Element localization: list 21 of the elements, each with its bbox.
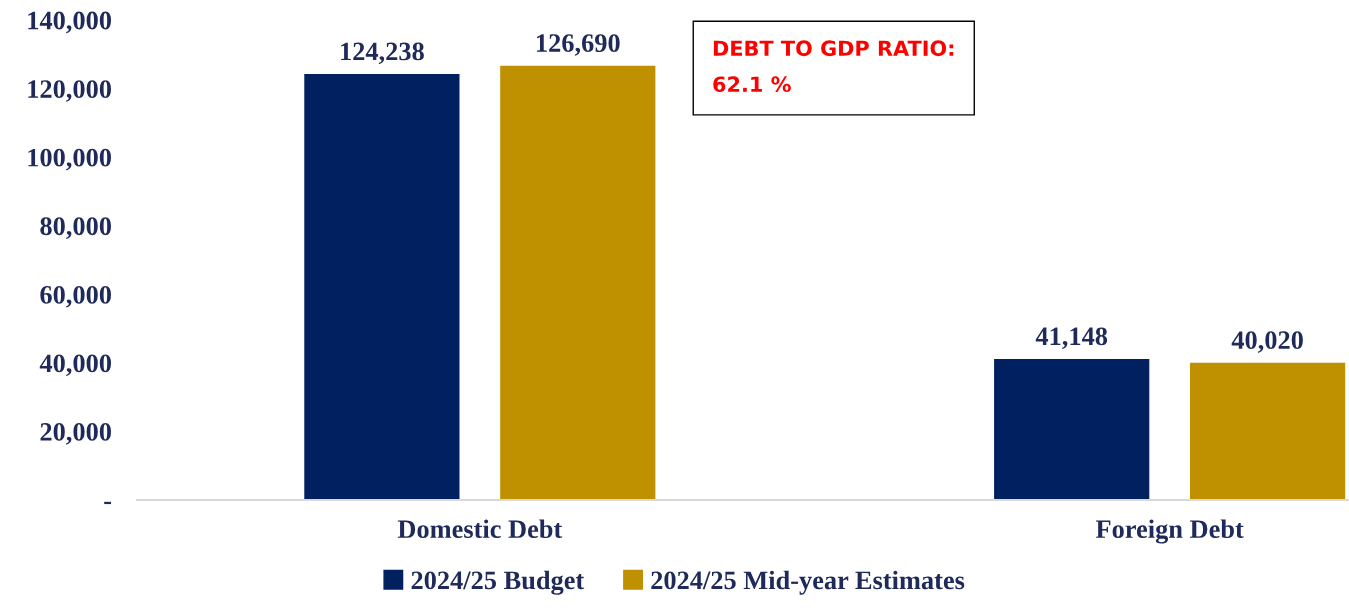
annotation: DEBT TO GDP RATIO: 62.1 % xyxy=(713,40,954,93)
x-tick-label: Domestic Debt xyxy=(397,519,563,539)
y-tick-label: 20,000 xyxy=(40,423,111,445)
y-tick-label: - xyxy=(104,501,112,505)
y-tick-label: 120,000 xyxy=(28,80,111,102)
bar xyxy=(500,65,656,500)
y-tick-label: 80,000 xyxy=(40,217,111,239)
bar xyxy=(1190,362,1346,500)
bar xyxy=(304,74,460,500)
y-tick-label: 100,000 xyxy=(28,148,111,171)
data-label: 124,238 xyxy=(341,42,424,65)
data-label: 41,148 xyxy=(1035,327,1108,350)
legend-label: 2024/25 Budget xyxy=(411,570,585,595)
y-tick-label: 140,000 xyxy=(28,11,111,34)
legend-label: 2024/25 Mid-year Estimates xyxy=(651,570,965,595)
y-tick-label: 60,000 xyxy=(40,285,111,308)
y-tick-label: 40,000 xyxy=(39,354,111,377)
data-label: 40,020 xyxy=(1231,331,1303,353)
x-tick-label: Foreign Debt xyxy=(1095,519,1244,544)
data-label: 126,690 xyxy=(537,34,620,56)
bar xyxy=(994,358,1150,500)
